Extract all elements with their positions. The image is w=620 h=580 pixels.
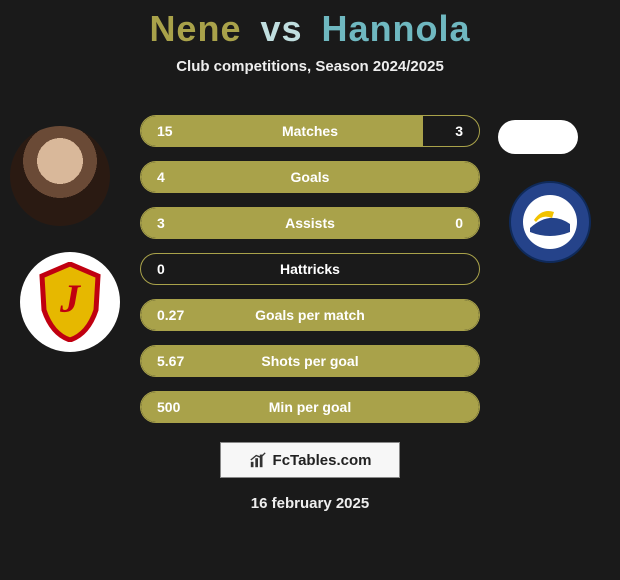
stat-row: 0Hattricks (140, 253, 480, 285)
player1-avatar (10, 126, 110, 226)
stat-right-value: 0 (409, 215, 479, 231)
player2-avatar (498, 120, 578, 154)
stat-left-value: 0.27 (141, 307, 211, 323)
shield-letter: J (59, 276, 82, 321)
player1-club-badge: J (20, 252, 120, 352)
stat-label: Min per goal (211, 399, 409, 415)
stat-label: Shots per goal (211, 353, 409, 369)
stat-label: Assists (211, 215, 409, 231)
title-player2: Hannola (322, 8, 471, 49)
footer-brand-box[interactable]: FcTables.com (220, 442, 400, 478)
stat-row: 0.27Goals per match (140, 299, 480, 331)
stat-label: Goals (211, 169, 409, 185)
stat-label: Goals per match (211, 307, 409, 323)
stat-right-value: 3 (409, 123, 479, 139)
stat-left-value: 15 (141, 123, 211, 139)
stat-left-value: 3 (141, 215, 211, 231)
stat-row: 4Goals (140, 161, 480, 193)
stat-left-value: 0 (141, 261, 211, 277)
stats-container: 15Matches34Goals3Assists00Hattricks0.27G… (140, 115, 480, 437)
title-player1: Nene (149, 8, 241, 49)
footer-brand-text: FcTables.com (273, 452, 372, 469)
club-right-badge-icon (508, 180, 592, 264)
stat-row: 500Min per goal (140, 391, 480, 423)
stat-label: Hattricks (211, 261, 409, 277)
footer-date: 16 february 2025 (0, 495, 620, 512)
stat-left-value: 5.67 (141, 353, 211, 369)
title-vs: vs (260, 8, 302, 49)
stat-row: 5.67Shots per goal (140, 345, 480, 377)
subtitle: Club competitions, Season 2024/2025 (0, 58, 620, 75)
page-title: Nene vs Hannola (0, 0, 620, 50)
stat-row: 3Assists0 (140, 207, 480, 239)
chart-icon (249, 451, 267, 469)
club-left-shield-icon: J (38, 262, 102, 342)
player2-club-badge (508, 180, 592, 264)
stat-left-value: 4 (141, 169, 211, 185)
stat-row: 15Matches3 (140, 115, 480, 147)
stat-label: Matches (211, 123, 409, 139)
stat-left-value: 500 (141, 399, 211, 415)
